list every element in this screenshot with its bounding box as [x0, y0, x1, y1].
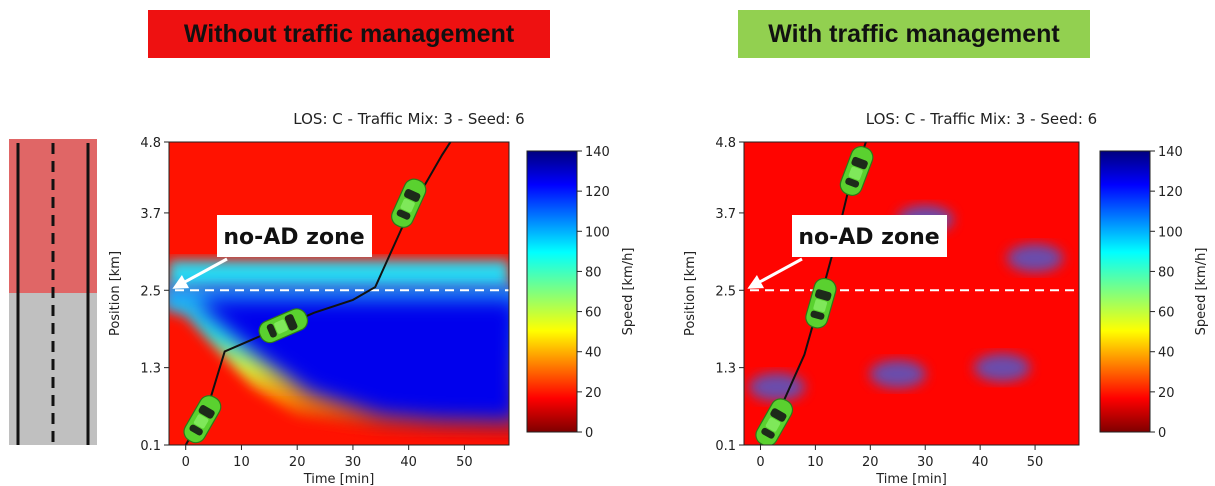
car-icon: [391, 178, 427, 228]
colorbar: [1099, 150, 1151, 433]
x-tick-label: 20: [862, 455, 879, 470]
colorbar: [526, 150, 578, 433]
colorbar-tick-label: 20: [585, 386, 602, 401]
car-icon: [258, 308, 309, 344]
heatmap-panel-with: no-AD zone LOS: C - Traffic Mix: 3 - Seed…: [683, 110, 1209, 486]
colorbar-tick-label: 0: [1158, 426, 1166, 441]
car-rear-window: [189, 424, 203, 436]
car-windshield: [284, 314, 298, 331]
speed-variation-patch: [974, 353, 1031, 382]
plot-frame: [743, 141, 1080, 446]
car-rear-window: [761, 427, 775, 439]
car-windshield: [770, 408, 787, 422]
car-rear-window: [810, 310, 825, 320]
x-tick-label: 10: [233, 455, 250, 470]
car-icon: [805, 277, 837, 329]
speed-background: [744, 142, 1079, 445]
colorbar-tick-label: 140: [585, 145, 610, 160]
x-tick-label: 30: [345, 455, 362, 470]
no-ad-zone-label-box: [792, 215, 947, 257]
car-windshield: [815, 289, 832, 301]
colorbar-tick-label: 40: [585, 346, 602, 361]
speed-variation-patch: [869, 360, 926, 389]
car-roof: [848, 166, 863, 181]
car-roof: [400, 198, 415, 213]
road-schematic: [9, 139, 97, 445]
no-ad-zone-arrow: [747, 257, 803, 289]
car-windshield: [851, 156, 868, 170]
y-tick-label: 3.7: [140, 207, 161, 222]
x-tick-label: 0: [756, 455, 764, 470]
car-roof: [813, 299, 828, 313]
no-ad-zone-arrow: [172, 257, 228, 289]
x-tick-label: 10: [807, 455, 824, 470]
car-rear-window: [845, 177, 860, 188]
speed-field: [744, 142, 1079, 445]
y-tick-label: 2.5: [140, 284, 161, 299]
y-tick-label: 1.3: [140, 362, 161, 377]
car-rear-window: [266, 323, 277, 338]
y-tick-label: 3.7: [715, 207, 736, 222]
colorbar-tick-label: 0: [585, 426, 593, 441]
no-ad-zone-label-box: [217, 215, 372, 257]
chart-title: LOS: C - Traffic Mix: 3 - Seed: 6: [293, 110, 524, 128]
y-tick-label: 0.1: [715, 439, 736, 454]
colorbar-label: Speed [km/h]: [621, 248, 636, 336]
heatmap-panel-without: no-AD zone LOS: C - Traffic Mix: 3 - Seed…: [108, 110, 636, 486]
y-axis-label: Position [km]: [108, 251, 123, 336]
colorbar-tick-label: 100: [1158, 225, 1183, 240]
colorbar-label: Speed [km/h]: [1194, 248, 1209, 336]
colorbar-tick-label: 100: [585, 225, 610, 240]
x-tick-label: 20: [289, 455, 306, 470]
speed-variation-patch: [1007, 244, 1064, 273]
colorbar-tick-label: 20: [1158, 386, 1175, 401]
colorbar-tick-label: 120: [1158, 185, 1183, 200]
colorbar-tick-label: 120: [585, 185, 610, 200]
y-tick-label: 4.8: [140, 136, 161, 151]
car-windshield: [198, 405, 215, 419]
colorbar-tick-label: 60: [1158, 306, 1175, 321]
y-tick-label: 1.3: [715, 362, 736, 377]
no-ad-zone-label: no-AD zone: [223, 225, 364, 250]
car-windshield: [404, 189, 421, 202]
vehicle-trajectory: [184, 142, 452, 445]
x-tick-label: 50: [1027, 455, 1044, 470]
x-tick-label: 40: [972, 455, 989, 470]
y-tick-label: 2.5: [715, 284, 736, 299]
x-tick-label: 50: [456, 455, 473, 470]
colorbar-tick-label: 80: [1158, 265, 1175, 280]
plot-frame: [168, 141, 510, 446]
colorbar-tick-label: 40: [1158, 346, 1175, 361]
x-tick-label: 40: [400, 455, 417, 470]
colorbar-tick-label: 140: [1158, 145, 1183, 160]
x-axis-label: Time [min]: [875, 472, 947, 486]
chart-title: LOS: C - Traffic Mix: 3 - Seed: 6: [866, 110, 1097, 128]
banner-with-management: With traffic management: [738, 10, 1090, 58]
speed-variation-patch: [748, 372, 805, 401]
car-roof: [193, 414, 209, 429]
car-roof: [765, 417, 781, 432]
colorbar-tick-label: 80: [585, 265, 602, 280]
y-tick-label: 0.1: [140, 439, 161, 454]
car-icon: [839, 146, 874, 196]
car-rear-window: [396, 209, 411, 220]
y-tick-label: 4.8: [715, 136, 736, 151]
y-axis-label: Position [km]: [683, 251, 698, 336]
colorbar-tick-label: 60: [585, 306, 602, 321]
x-tick-label: 0: [182, 455, 190, 470]
no-ad-zone-label: no-AD zone: [798, 225, 939, 250]
speed-field: [169, 142, 509, 445]
car-roof: [274, 319, 288, 334]
x-tick-label: 30: [917, 455, 934, 470]
car-icon: [755, 398, 794, 445]
car-icon: [183, 395, 222, 444]
banner-without-management: Without traffic management: [148, 10, 550, 58]
x-axis-label: Time [min]: [303, 472, 375, 486]
